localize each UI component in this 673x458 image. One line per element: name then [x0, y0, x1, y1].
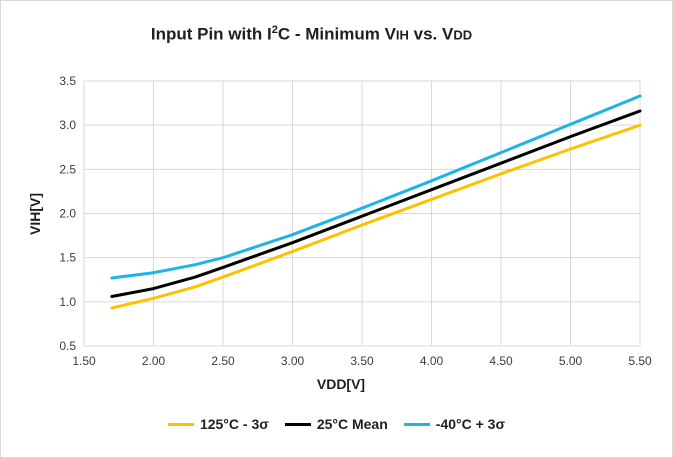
x-tick-label: 2.00 [142, 354, 166, 368]
x-axis-label: VDD[V] [317, 376, 365, 392]
grid-lines [83, 80, 641, 347]
x-tick-labels: 1.50 2.00 2.50 3.00 3.50 4.00 4.50 5.00 5.50 [72, 354, 652, 368]
x-tick-label: 1.50 [72, 354, 96, 368]
y-tick-label: 2.5 [59, 162, 76, 176]
series-lines [110, 94, 642, 310]
legend-swatch [284, 422, 311, 426]
x-tick-label: 4.50 [489, 354, 513, 368]
title-mid: C - Minimum V [277, 24, 396, 44]
chart-title: Input Pin with I2C - Minimum VIH vs. VDD [0, 24, 623, 45]
x-tick-label: 5.50 [628, 354, 652, 368]
title-sub-ih: IH [395, 27, 409, 43]
legend: 125°C - 3σ 25°C Mean -40°C + 3σ [0, 416, 673, 432]
x-tick-label: 2.50 [211, 354, 235, 368]
title-superscript: 2 [271, 24, 278, 36]
y-axis-label: VIH[V] [27, 193, 43, 235]
x-tick-label: 4.00 [420, 354, 444, 368]
legend-label: -40°C + 3σ [435, 416, 506, 432]
x-tick-label: 5.00 [559, 354, 583, 368]
y-tick-label: 1.0 [59, 295, 76, 309]
title-prefix: Input Pin with I [150, 24, 272, 44]
y-tick-label: 2.0 [59, 207, 76, 221]
legend-swatch [403, 422, 430, 426]
legend-item: -40°C + 3σ [403, 416, 506, 432]
x-tick-label: 3.00 [281, 354, 305, 368]
legend-item: 125°C - 3σ [167, 416, 269, 432]
legend-swatch [167, 422, 194, 426]
x-tick-label: 3.50 [350, 354, 374, 368]
y-tick-label: 3.5 [59, 74, 76, 88]
legend-label: 125°C - 3σ [199, 416, 269, 432]
y-tick-label: 0.5 [59, 339, 76, 353]
y-tick-label: 3.0 [59, 118, 76, 132]
series-line-1 [110, 109, 642, 298]
legend-label: 25°C Mean [316, 416, 388, 432]
title-mid2: vs. V [408, 24, 454, 44]
series-line-0 [110, 123, 642, 310]
y-tick-label: 1.5 [59, 251, 76, 265]
legend-item: 25°C Mean [284, 416, 388, 432]
title-sub-dd: DD [453, 27, 473, 43]
series-line-2 [110, 94, 642, 280]
y-tick-labels: 0.5 1.0 1.5 2.0 2.5 3.0 3.5 [59, 74, 76, 353]
